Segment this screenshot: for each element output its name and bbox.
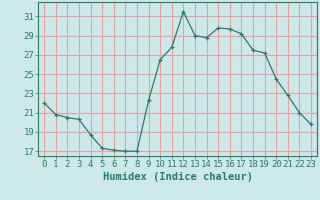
X-axis label: Humidex (Indice chaleur): Humidex (Indice chaleur) [103,172,252,182]
